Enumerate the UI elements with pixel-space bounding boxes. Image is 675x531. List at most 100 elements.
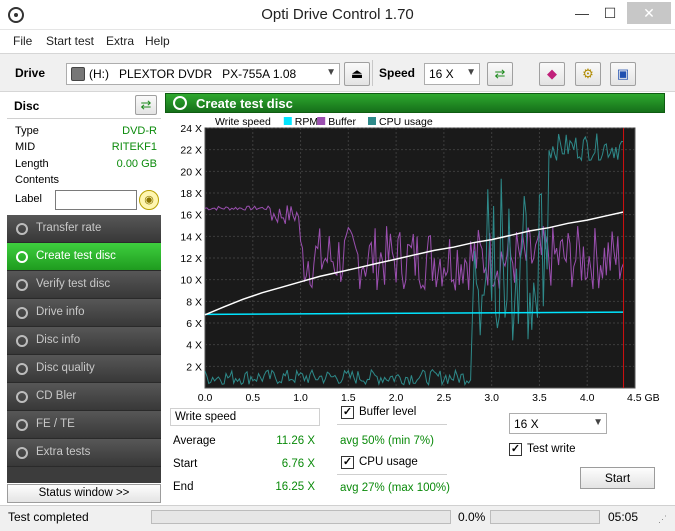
buffer-level-value: avg 50% (min 7%) [340, 435, 434, 447]
cpu-usage-checkbox[interactable]: ✓ [341, 456, 354, 469]
menu-file[interactable]: File [13, 34, 33, 48]
x-tick-label: 0.5 [245, 392, 260, 404]
drive-label: Drive [15, 66, 46, 80]
end-label: End [173, 481, 194, 493]
y-tick-label: 2 X [186, 361, 202, 373]
legend-swatch [283, 117, 292, 125]
settings-button[interactable]: ⚙ [575, 62, 601, 86]
disc-type-value: DVD-R [122, 125, 157, 137]
disc-icon [16, 419, 28, 431]
legend-label: Write speed [215, 116, 271, 128]
legend-swatch [368, 117, 376, 125]
disc-contents-label: Contents [15, 174, 60, 186]
menu-start-test[interactable]: Start test [46, 34, 95, 48]
disc-label-input[interactable] [55, 190, 137, 210]
elapsed-time: 05:05 [608, 510, 639, 524]
save-icon: ▣ [616, 66, 630, 81]
stats-title-box: Write speed [170, 408, 320, 426]
refresh-disc-button[interactable]: ⇄ [135, 95, 157, 115]
close-button[interactable]: ✕ [627, 2, 671, 24]
nav-verify-test-disc[interactable]: Verify test disc [7, 271, 161, 299]
y-tick-label: 6 X [186, 318, 202, 330]
rpm-series-line [204, 311, 624, 316]
disc-icon [16, 251, 28, 263]
eject-button[interactable]: ⏏ [344, 62, 370, 86]
disc-info-panel: Type DVD-R MID RITEKF1 Length 0.00 GB Co… [7, 119, 161, 215]
minimize-button[interactable]: — [575, 5, 589, 21]
cpu-usage-value: avg 27% (max 100%) [340, 482, 450, 494]
drive-select-value: (H:) PLEXTOR DVDR PX-755A 1.08 [89, 67, 297, 81]
nav-extra-tests[interactable]: Extra tests [7, 439, 161, 467]
disc-icon [173, 96, 187, 110]
start-label: Start [173, 458, 198, 470]
y-tick-label: 20 X [180, 166, 202, 178]
test-write-label: Test write [527, 443, 576, 455]
chevron-down-icon: ▼ [466, 67, 476, 78]
speed-label: Speed [379, 66, 416, 80]
y-tick-label: 14 X [180, 231, 202, 243]
cpu-usage-series-line [204, 133, 624, 387]
y-tick-label: 10 X [180, 275, 202, 287]
disc-length-value: 0.00 GB [116, 158, 157, 170]
x-tick-label: 4.5 GB [627, 392, 660, 404]
stats-panel: Write speed Average 11.26 X Start 6.76 X… [165, 406, 665, 502]
speed-select-value: 16 X [429, 67, 454, 81]
refresh-icon: ⇄ [494, 66, 506, 81]
y-tick-label: 24 X [180, 123, 202, 135]
end-value: 16.25 X [275, 481, 315, 493]
progress-percent: 0.0% [458, 510, 486, 524]
test-write-checkbox[interactable]: ✓ [509, 443, 522, 456]
x-tick-label: 1.0 [293, 392, 308, 404]
divider [337, 424, 447, 425]
chevron-down-icon: ▼ [593, 417, 603, 428]
chevron-down-icon: ▼ [326, 67, 336, 78]
disc-icon [16, 279, 28, 291]
refresh-speed-button[interactable]: ⇄ [487, 62, 513, 86]
toolbar-divider [372, 60, 373, 86]
nav-drive-info[interactable]: Drive info [7, 299, 161, 327]
start-button[interactable]: Start [580, 467, 655, 489]
status-text: Test completed [8, 510, 89, 524]
nav-disc-info[interactable]: Disc info [7, 327, 161, 355]
gears-icon: ⚙ [582, 66, 594, 81]
legend-label: CPU usage [379, 116, 433, 128]
drive-select[interactable]: (H:) PLEXTOR DVDR PX-755A 1.08 ▼ [66, 63, 340, 85]
y-tick-label: 12 X [180, 253, 202, 265]
stats-title: Write speed [175, 411, 237, 423]
panel-header: Create test disc [165, 93, 665, 113]
menu-help[interactable]: Help [145, 34, 170, 48]
window-title: Opti Drive Control 1.70 [261, 6, 414, 23]
y-tick-label: 4 X [186, 340, 202, 352]
refresh-icon: ⇄ [140, 97, 152, 112]
nav-transfer-rate[interactable]: Transfer rate [7, 215, 161, 243]
status-window-button[interactable]: Status window >> [7, 484, 161, 503]
toolbar: Drive (H:) PLEXTOR DVDR PX-755A 1.08 ▼ ⏏… [0, 53, 675, 92]
erase-button[interactable]: ◆ [539, 62, 565, 86]
speed-select[interactable]: 16 X ▼ [424, 63, 480, 85]
cpu-usage-label: CPU usage [359, 456, 418, 468]
disc-icon [16, 223, 28, 235]
y-tick-label: 8 X [186, 296, 202, 308]
nav-cd-bler[interactable]: CD Bler [7, 383, 161, 411]
y-tick-label: 18 X [180, 188, 202, 200]
app-disc-icon [8, 7, 24, 23]
y-tick-label: 22 X [180, 145, 202, 157]
test-speed-select[interactable]: 16 X ▼ [509, 413, 607, 434]
save-button[interactable]: ▣ [610, 62, 636, 86]
nav-fe-te[interactable]: FE / TE [7, 411, 161, 439]
buffer-level-label: Buffer level [359, 406, 417, 418]
disc-header: Disc ⇄ [7, 93, 161, 119]
maximize-button[interactable]: ☐ [603, 5, 617, 21]
resize-grip-icon: ⋰ [658, 514, 667, 524]
y-tick-label: 16 X [180, 210, 202, 222]
menu-extra[interactable]: Extra [106, 34, 135, 48]
disc-mid-value: RITEKF1 [111, 141, 157, 153]
start-value: 6.76 X [281, 458, 315, 470]
disc-icon [16, 447, 28, 459]
nav-disc-quality[interactable]: Disc quality [7, 355, 161, 383]
buffer-level-checkbox[interactable]: ✓ [341, 406, 354, 419]
disc-label-button[interactable]: ◉ [139, 190, 159, 210]
menu-bar: File Start test Extra Help [0, 31, 675, 52]
nav-create-test-disc[interactable]: Create test disc [7, 243, 161, 271]
disc-icon [16, 307, 28, 319]
